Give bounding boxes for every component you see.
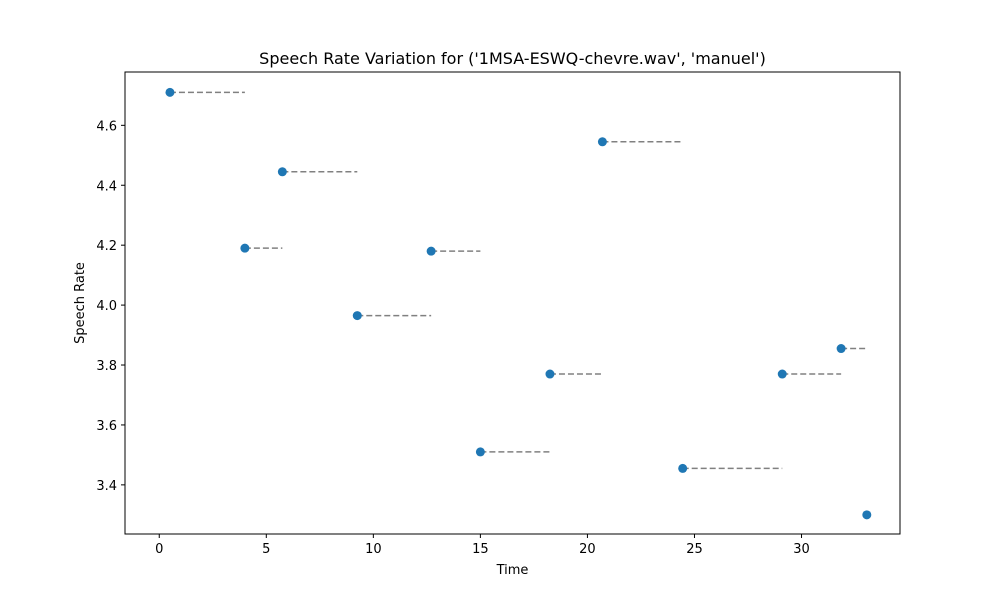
data-point — [545, 369, 555, 379]
y-tick-label: 3.8 — [96, 359, 117, 374]
y-axis-label: Speech Rate — [73, 262, 88, 344]
x-tick-label: 30 — [793, 542, 810, 557]
data-point — [165, 87, 175, 97]
data-point — [836, 344, 846, 354]
data-point — [777, 369, 787, 379]
x-tick-label: 20 — [579, 542, 596, 557]
x-tick-label: 0 — [155, 542, 163, 557]
data-point — [862, 510, 872, 520]
data-point — [597, 137, 607, 147]
x-tick-label: 25 — [686, 542, 703, 557]
x-tick-label: 5 — [262, 542, 270, 557]
x-tick-label: 15 — [472, 542, 489, 557]
y-tick-label: 4.6 — [96, 119, 117, 134]
data-point — [678, 463, 688, 473]
data-point — [240, 243, 250, 253]
y-tick-label: 4.4 — [96, 179, 117, 194]
x-axis-label: Time — [496, 563, 529, 578]
chart-title: Speech Rate Variation for ('1MSA-ESWQ-ch… — [259, 49, 766, 68]
y-tick-label: 4.2 — [96, 239, 117, 254]
data-point — [352, 311, 362, 321]
data-point — [426, 246, 436, 256]
y-tick-label: 4.0 — [96, 299, 117, 314]
plot-frame — [124, 71, 901, 535]
plot-area — [165, 87, 872, 520]
y-tick-label: 3.6 — [96, 419, 117, 434]
x-tick-label: 10 — [365, 542, 382, 557]
data-point — [277, 167, 287, 177]
y-tick-label: 3.4 — [96, 479, 117, 494]
data-point — [475, 447, 485, 457]
